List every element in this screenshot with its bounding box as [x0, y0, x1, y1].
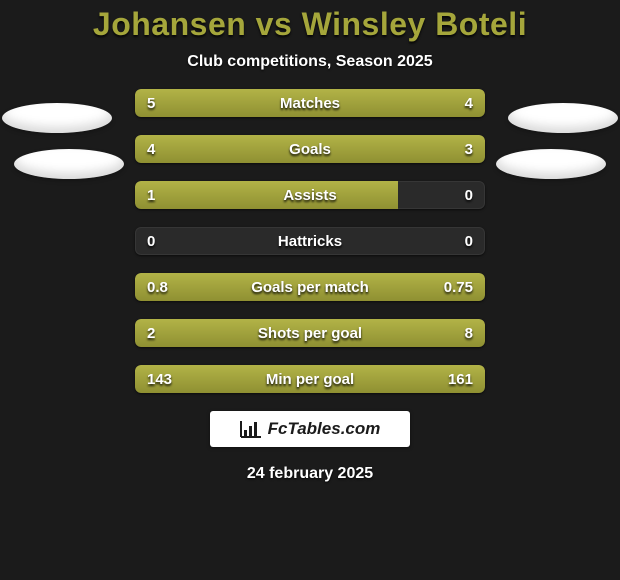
stat-fill-left — [135, 181, 398, 209]
stat-fill-right — [328, 89, 486, 117]
stat-fill-right — [205, 319, 485, 347]
stat-rows: 5 Matches 4 4 Goals 3 1 Assists 0 — [135, 89, 485, 393]
stat-value-right: 8 — [465, 319, 473, 347]
stat-value-right: 161 — [448, 365, 473, 393]
stat-value-left: 5 — [147, 89, 155, 117]
stat-row: 4 Goals 3 — [135, 135, 485, 163]
stat-value-right: 4 — [465, 89, 473, 117]
stat-value-right: 0 — [465, 181, 473, 209]
brand-text: FcTables.com — [268, 419, 381, 439]
comparison-card: Johansen vs Winsley Boteli Club competit… — [0, 0, 620, 580]
brand-badge[interactable]: FcTables.com — [210, 411, 410, 447]
stat-fill-right — [335, 135, 486, 163]
comparison-stage: 5 Matches 4 4 Goals 3 1 Assists 0 — [0, 89, 620, 393]
stat-fill-left — [135, 319, 205, 347]
stat-row: 2 Shots per goal 8 — [135, 319, 485, 347]
stat-fill-left — [135, 89, 328, 117]
stat-row: 0.8 Goals per match 0.75 — [135, 273, 485, 301]
page-title: Johansen vs Winsley Boteli — [0, 0, 620, 43]
stat-row: 143 Min per goal 161 — [135, 365, 485, 393]
stat-value-left: 1 — [147, 181, 155, 209]
stat-value-right: 0.75 — [444, 273, 473, 301]
stat-row: 0 Hattricks 0 — [135, 227, 485, 255]
stat-value-left: 0 — [147, 227, 155, 255]
stat-value-left: 143 — [147, 365, 172, 393]
stat-value-left: 0.8 — [147, 273, 168, 301]
player-left-oval-1 — [2, 103, 112, 133]
page-subtitle: Club competitions, Season 2025 — [0, 53, 620, 71]
player-right-oval-1 — [508, 103, 618, 133]
brand-chart-icon — [240, 420, 262, 438]
stat-fill-left — [135, 135, 335, 163]
stat-row: 1 Assists 0 — [135, 181, 485, 209]
generation-date: 24 february 2025 — [0, 465, 620, 483]
stat-value-right: 3 — [465, 135, 473, 163]
stat-value-right: 0 — [465, 227, 473, 255]
stat-row: 5 Matches 4 — [135, 89, 485, 117]
player-left-oval-2 — [14, 149, 124, 179]
stat-value-left: 4 — [147, 135, 155, 163]
stat-label: Hattricks — [135, 227, 485, 255]
player-right-oval-2 — [496, 149, 606, 179]
stat-value-left: 2 — [147, 319, 155, 347]
